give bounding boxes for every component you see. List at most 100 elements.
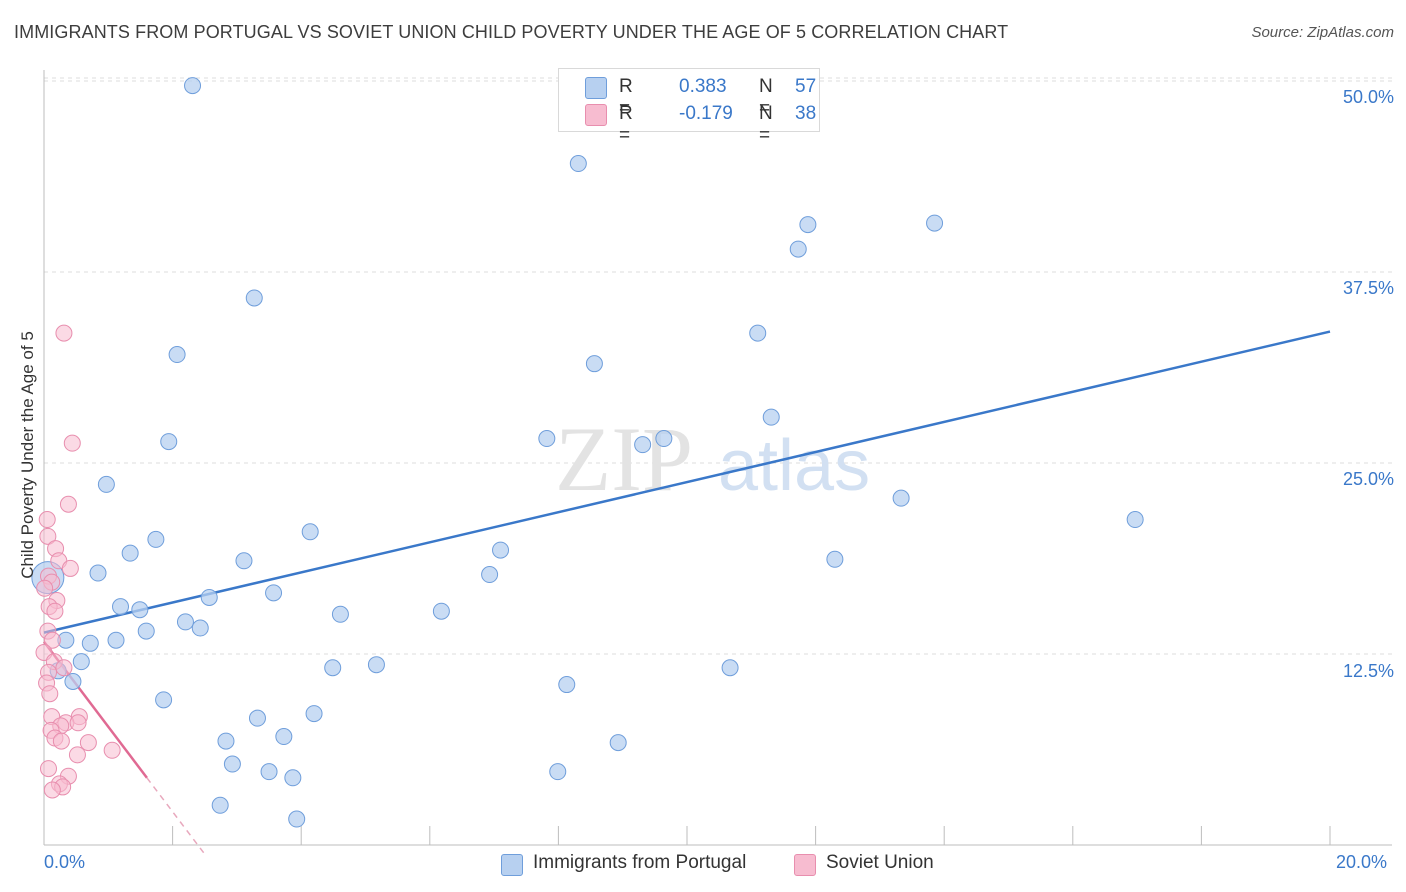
point-portugal	[538, 430, 556, 448]
point-soviet	[39, 527, 57, 545]
stats-legend: R = 0.383 N = 57 R = -0.179 N = 38	[558, 68, 820, 146]
point-portugal	[655, 430, 673, 448]
point-portugal	[324, 659, 342, 677]
point-portugal	[721, 659, 739, 677]
point-portugal	[147, 530, 165, 548]
point-portugal	[72, 653, 90, 671]
point-portugal	[284, 769, 302, 787]
point-portugal	[609, 734, 627, 752]
point-soviet	[43, 631, 61, 649]
point-portugal	[248, 709, 266, 727]
x-tick-label-min: 0.0%	[44, 852, 86, 872]
legend-swatch-pink	[794, 854, 816, 876]
point-portugal	[926, 214, 944, 232]
point-soviet	[52, 732, 70, 750]
trend-line-portugal	[43, 330, 1331, 634]
trend-line-soviet-extension	[146, 777, 206, 855]
point-portugal	[64, 673, 82, 691]
legend-n-value: 38	[795, 103, 817, 124]
point-portugal	[826, 550, 844, 568]
point-portugal	[367, 656, 385, 674]
point-portugal	[112, 598, 130, 616]
point-portugal	[749, 324, 767, 342]
point-portugal	[137, 622, 155, 640]
point-portugal	[245, 289, 263, 307]
point-portugal	[217, 732, 235, 750]
point-soviet	[68, 746, 86, 764]
point-portugal	[789, 240, 807, 258]
point-portugal	[235, 552, 253, 570]
watermark: ZIP atlas	[555, 408, 870, 510]
y-axis-label: Child Poverty Under the Age of 5	[18, 331, 37, 579]
point-soviet	[46, 602, 64, 620]
point-soviet	[38, 511, 56, 529]
point-portugal	[184, 77, 202, 95]
y-tick-label: 37.5%	[1342, 278, 1394, 298]
legend-n-label: N =	[759, 103, 773, 146]
point-portugal	[492, 541, 510, 559]
point-portugal	[107, 631, 125, 649]
point-portugal	[275, 728, 293, 746]
watermark-atlas: atlas	[718, 426, 870, 506]
chart-title: IMMIGRANTS FROM PORTUGAL VS SOVIET UNION…	[14, 22, 1009, 42]
point-portugal	[892, 489, 910, 507]
point-portugal	[131, 601, 149, 619]
point-soviet	[61, 559, 79, 577]
point-portugal	[331, 605, 349, 623]
legend-r-label: R =	[619, 76, 633, 119]
point-portugal	[481, 566, 499, 584]
y-tick-label: 50.0%	[1342, 87, 1394, 107]
legend-swatch-blue	[501, 854, 523, 876]
watermark-zip: ZIP	[555, 408, 693, 510]
point-portugal	[168, 346, 186, 364]
point-soviet	[41, 685, 59, 703]
point-soviet	[40, 760, 58, 778]
point-portugal	[305, 705, 323, 723]
point-portugal	[160, 433, 178, 451]
legend-r-value: -0.179	[679, 103, 733, 124]
point-portugal	[265, 584, 283, 602]
point-portugal	[260, 763, 278, 781]
point-soviet	[63, 434, 81, 452]
legend-swatch-blue	[585, 77, 607, 99]
point-portugal	[81, 634, 99, 652]
point-portugal	[585, 355, 603, 373]
y-tick-label: 12.5%	[1342, 661, 1394, 681]
point-portugal	[762, 408, 780, 426]
point-portugal	[155, 691, 173, 709]
point-portugal	[569, 155, 587, 173]
y-tick-label: 25.0%	[1342, 469, 1394, 489]
point-portugal	[211, 796, 229, 814]
legend-swatch-pink	[585, 104, 607, 126]
legend-label: Soviet Union	[826, 852, 934, 873]
legend-n-label: N =	[759, 76, 773, 119]
point-portugal	[549, 763, 567, 781]
legend-r-label: R =	[619, 103, 633, 146]
point-soviet	[103, 741, 121, 759]
point-soviet	[43, 781, 61, 799]
point-portugal	[200, 588, 218, 606]
point-soviet	[79, 734, 97, 752]
point-soviet	[59, 495, 77, 513]
point-portugal	[89, 564, 107, 582]
point-portugal	[634, 436, 652, 454]
point-portugal	[176, 613, 194, 631]
point-soviet	[55, 324, 73, 342]
point-portugal	[223, 755, 241, 773]
point-portugal	[1126, 511, 1144, 529]
point-portugal	[558, 676, 576, 694]
point-portugal	[191, 619, 209, 637]
x-tick-label-max: 20.0%	[1336, 852, 1388, 872]
legend-label: Immigrants from Portugal	[533, 852, 747, 873]
point-soviet	[69, 714, 87, 732]
legend-r-value: 0.383	[679, 76, 727, 97]
point-portugal	[432, 602, 450, 620]
point-portugal	[288, 810, 306, 828]
point-portugal	[97, 475, 115, 493]
point-portugal	[799, 216, 817, 234]
point-soviet	[55, 659, 73, 677]
source-label: Source: ZipAtlas.com	[1251, 24, 1394, 41]
legend-n-value: 57	[795, 76, 817, 97]
data-points	[31, 77, 1144, 828]
